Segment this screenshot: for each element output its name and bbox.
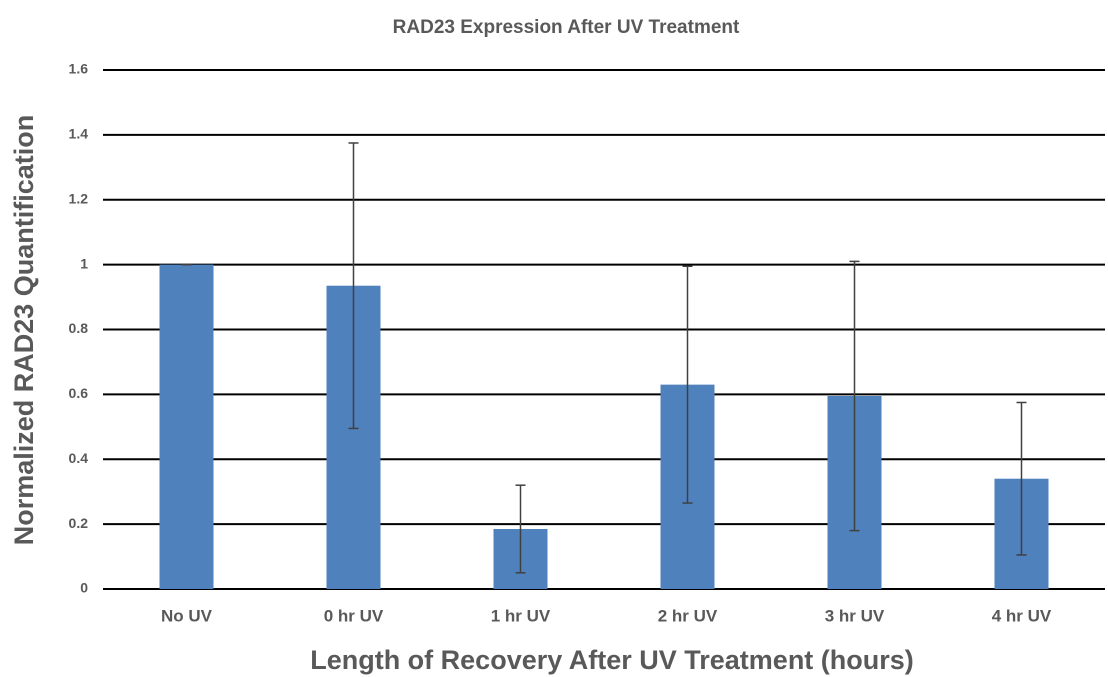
x-tick-label: 1 hr UV (491, 606, 551, 625)
y-tick-label: 1.2 (69, 190, 89, 206)
error-bar (849, 260, 860, 532)
error-bar (515, 484, 526, 574)
x-tick-label: 0 hr UV (324, 606, 384, 625)
x-tick-label: 4 hr UV (992, 606, 1052, 625)
x-axis-label: Length of Recovery After UV Treatment (h… (310, 645, 914, 675)
x-tick-label: No UV (161, 606, 213, 625)
x-tick-label: 3 hr UV (825, 606, 885, 625)
error-bar (1016, 401, 1027, 556)
y-tick-label: 1.6 (69, 61, 89, 77)
y-axis-label: Normalized RAD23 Quantification (9, 115, 39, 546)
error-bar (682, 265, 693, 504)
error-bar (348, 142, 359, 430)
y-tick-label: 1.4 (69, 126, 89, 142)
y-tick-label: 0 (80, 580, 88, 596)
y-tick-label: 0.4 (69, 450, 89, 466)
chart-title: RAD23 Expression After UV Treatment (393, 17, 740, 38)
bar (159, 264, 214, 589)
y-tick-label: 0.8 (69, 320, 89, 336)
x-tick-label: 2 hr UV (658, 606, 718, 625)
y-tick-label: 0.2 (69, 515, 89, 531)
y-tick-label: 0.6 (69, 385, 89, 401)
y-tick-label: 1 (80, 255, 88, 271)
